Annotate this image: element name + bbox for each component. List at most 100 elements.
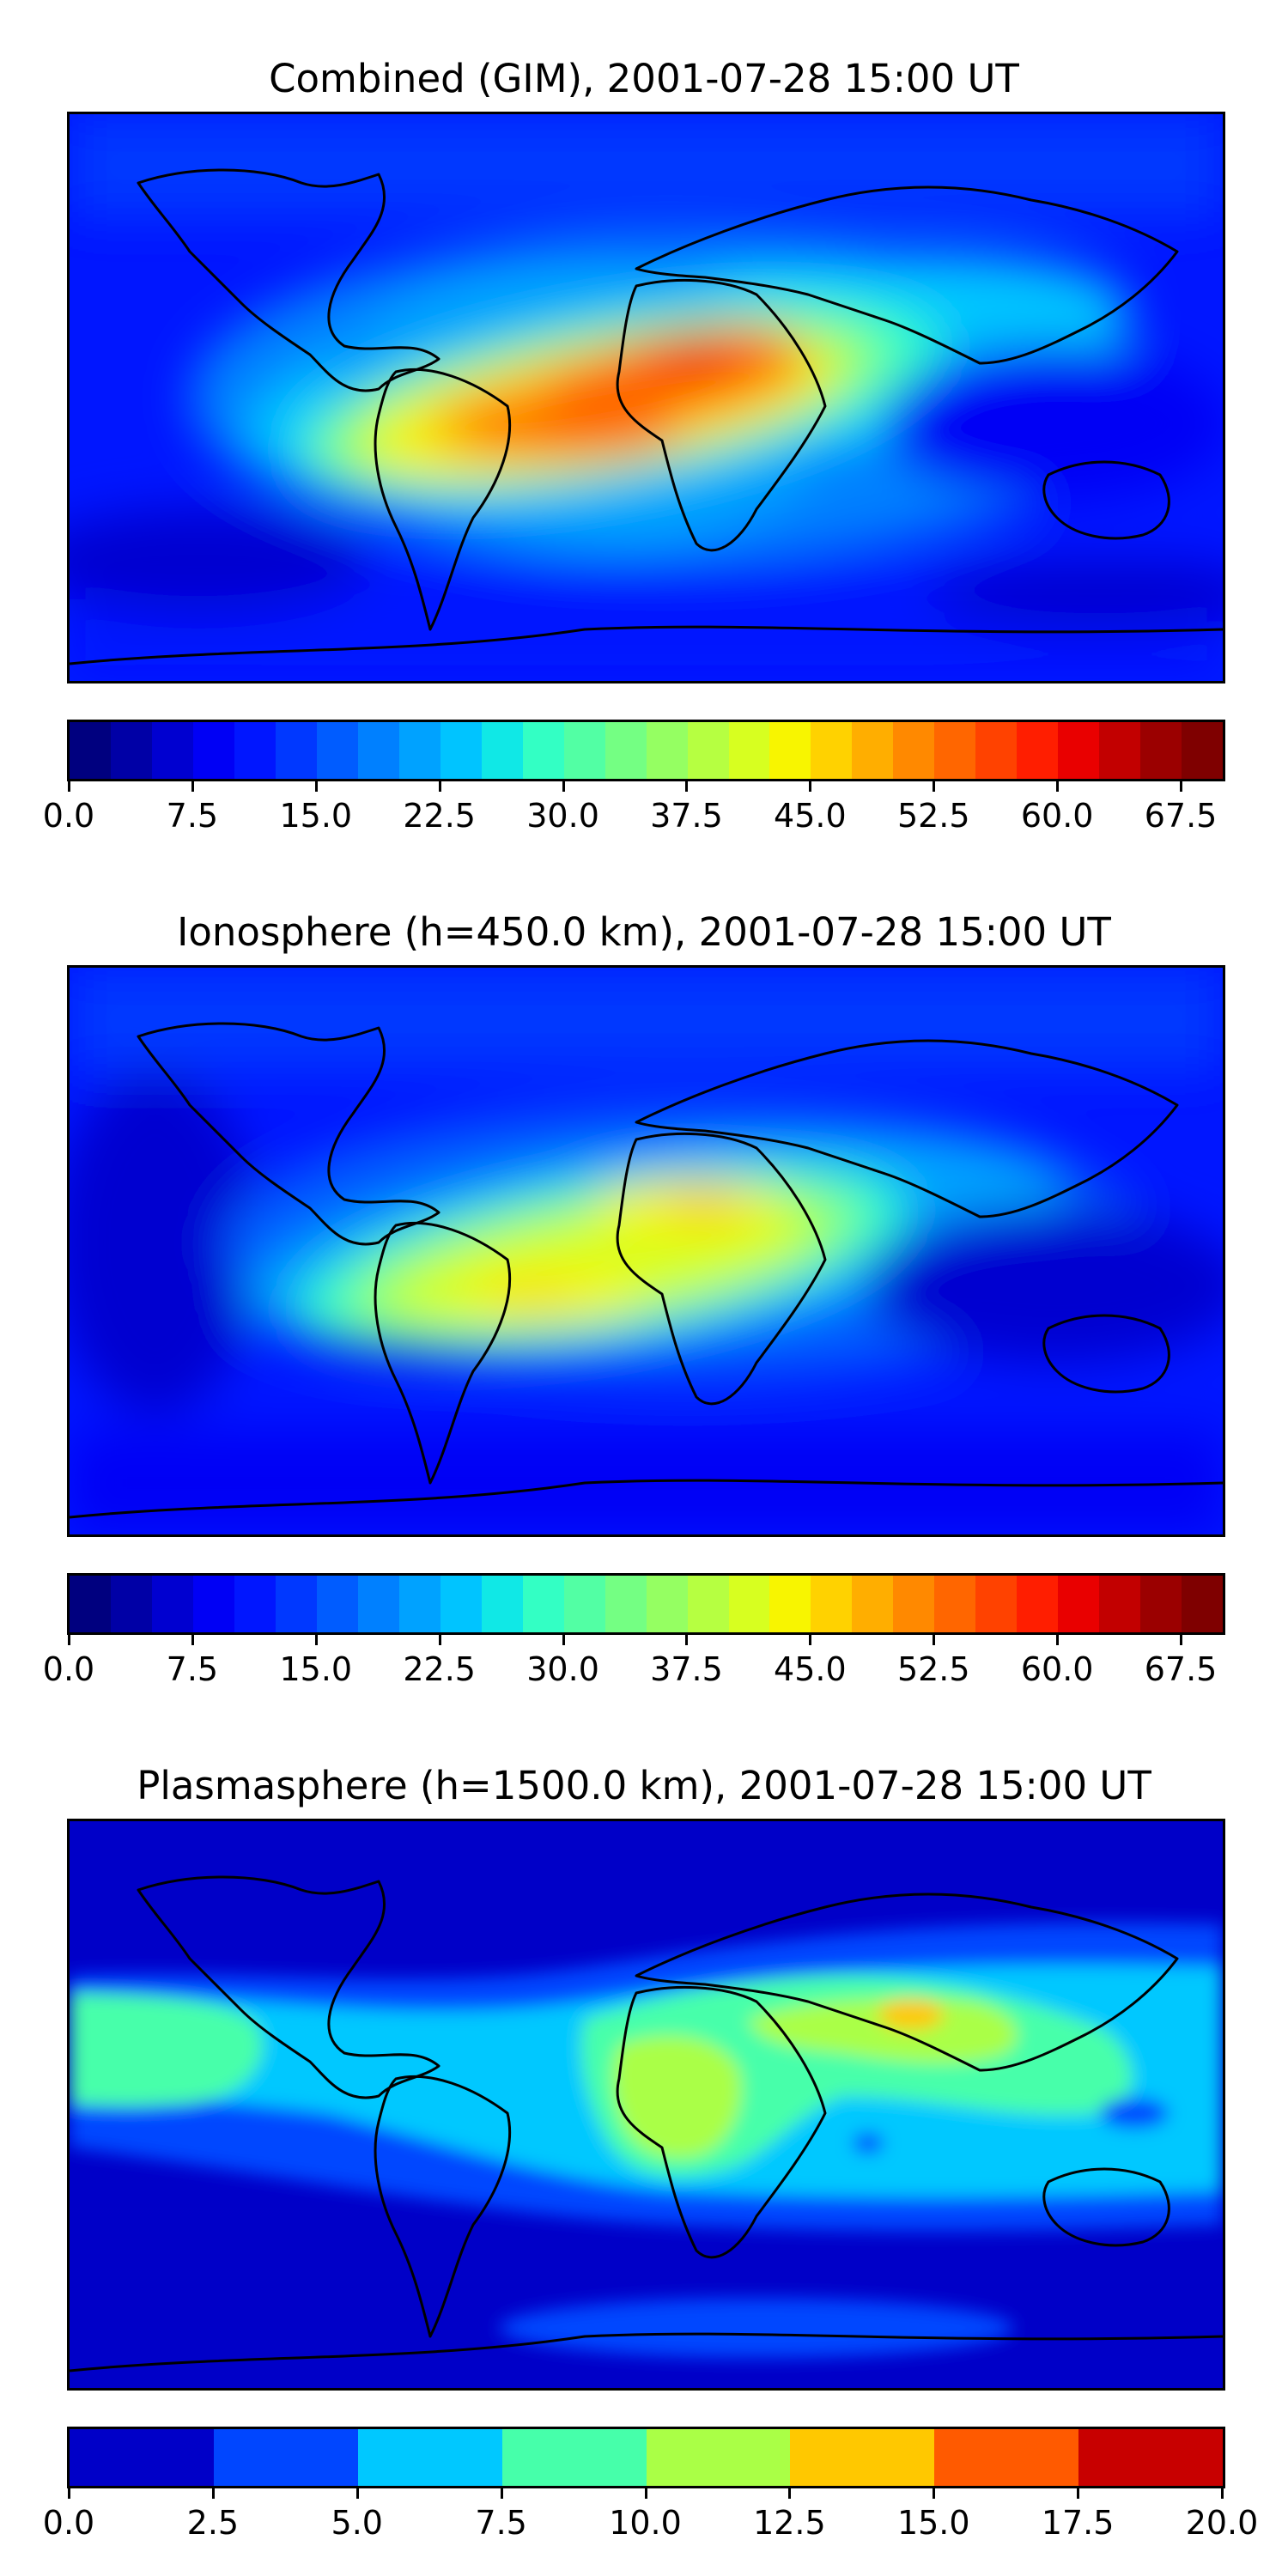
map-ionosphere bbox=[67, 965, 1225, 1537]
colorbar-segment bbox=[522, 722, 564, 779]
colorbar-segment bbox=[70, 722, 111, 779]
colorbar-segment bbox=[852, 1576, 894, 1632]
colorbar-segment bbox=[192, 722, 234, 779]
colorbar-segment bbox=[975, 1576, 1018, 1632]
colorbar-segment bbox=[646, 1576, 688, 1632]
colorbar-tick-label: 5.0 bbox=[331, 2504, 383, 2542]
colorbar-tick-mark bbox=[933, 1635, 936, 1645]
colorbar-ticks-plasmasphere: 0.0 2.5 5.0 7.5 10.0 12.5 15.0 17.5 20.0 bbox=[43, 2488, 1258, 2542]
colorbar-tick-mark bbox=[1221, 2488, 1224, 2499]
colorbar-tick-mark bbox=[933, 781, 936, 792]
colorbar-tick-mark bbox=[211, 2488, 215, 2499]
colorbar-tick-label: 17.5 bbox=[1041, 2504, 1115, 2542]
colorbar-ionosphere bbox=[67, 1573, 1225, 1635]
colorbar-segment bbox=[1182, 722, 1223, 779]
colorbar-segment bbox=[646, 2429, 791, 2486]
colorbar-segment bbox=[110, 722, 152, 779]
colorbar-tick-label: 15.0 bbox=[279, 797, 353, 835]
tec-field-contours bbox=[70, 114, 1223, 681]
colorbar-segment bbox=[852, 722, 894, 779]
coastlines bbox=[70, 1875, 1223, 2372]
colorbar-segment bbox=[501, 2429, 647, 2486]
colorbar-segment bbox=[234, 1576, 276, 1632]
colorbar-tick-mark bbox=[355, 2488, 359, 2499]
colorbar-segment bbox=[563, 1576, 605, 1632]
colorbar-segment bbox=[1058, 722, 1100, 779]
colorbar-segment bbox=[687, 1576, 729, 1632]
colorbar-segment bbox=[70, 1576, 111, 1632]
colorbar-tick-label: 15.0 bbox=[896, 2504, 970, 2542]
colorbar-segment bbox=[893, 1576, 935, 1632]
colorbar-tick-label: 30.0 bbox=[526, 797, 599, 835]
colorbar-combined bbox=[67, 720, 1225, 781]
colorbar-tick-label: 15.0 bbox=[279, 1650, 353, 1688]
colorbar-tick-mark bbox=[1056, 1635, 1060, 1645]
colorbar-segment bbox=[398, 722, 440, 779]
colorbar-tick-mark bbox=[933, 2488, 936, 2499]
colorbar-segment bbox=[728, 722, 770, 779]
colorbar-tick-mark bbox=[438, 781, 441, 792]
panel-title-plasmasphere: Plasmasphere (h=1500.0 km), 2001-07-28 1… bbox=[137, 1763, 1151, 1808]
tec-field-contours bbox=[70, 968, 1223, 1534]
colorbar-segment bbox=[934, 722, 976, 779]
colorbar-tick-mark bbox=[1180, 781, 1183, 792]
colorbar-tick-mark bbox=[191, 1635, 194, 1645]
colorbar-segment bbox=[811, 722, 853, 779]
colorbar-tick-mark bbox=[438, 1635, 441, 1645]
colorbar-tick-label: 10.0 bbox=[609, 2504, 682, 2542]
colorbar-segment bbox=[1017, 1576, 1059, 1632]
colorbar-tick-mark bbox=[809, 1635, 812, 1645]
colorbar-tick-mark bbox=[1056, 781, 1060, 792]
colorbar-segment bbox=[687, 722, 729, 779]
colorbar-tick-label: 20.0 bbox=[1185, 2504, 1259, 2542]
colorbar-segment bbox=[234, 722, 276, 779]
panel-title-combined: Combined (GIM), 2001-07-28 15:00 UT bbox=[269, 56, 1019, 101]
colorbar-segment bbox=[316, 1576, 358, 1632]
coastlines bbox=[70, 168, 1223, 665]
colorbar-segment bbox=[605, 722, 647, 779]
colorbar-segment bbox=[151, 722, 193, 779]
colorbar-segment bbox=[481, 1576, 523, 1632]
colorbar-segment bbox=[605, 1576, 647, 1632]
colorbar-tick-label: 0.0 bbox=[42, 2504, 95, 2542]
colorbar-segment bbox=[275, 722, 317, 779]
coastlines bbox=[70, 1022, 1223, 1519]
colorbar-tick-label: 37.5 bbox=[650, 1650, 723, 1688]
colorbar-segment bbox=[1140, 1576, 1182, 1632]
colorbar-segment bbox=[728, 1576, 770, 1632]
colorbar-segment bbox=[398, 1576, 440, 1632]
colorbar-segment bbox=[357, 722, 399, 779]
colorbar-segment bbox=[192, 1576, 234, 1632]
colorbar-plasmasphere bbox=[67, 2427, 1225, 2488]
colorbar-segment bbox=[790, 2429, 935, 2486]
colorbar-segment bbox=[1078, 2429, 1223, 2486]
colorbar-tick-mark bbox=[1077, 2488, 1080, 2499]
colorbar-segment bbox=[275, 1576, 317, 1632]
colorbar-tick-label: 30.0 bbox=[526, 1650, 599, 1688]
colorbar-segment bbox=[934, 1576, 976, 1632]
colorbar-segment bbox=[316, 722, 358, 779]
colorbar-tick-label: 52.5 bbox=[896, 797, 970, 835]
colorbar-tick-mark bbox=[191, 781, 194, 792]
colorbar-tick-label: 45.0 bbox=[774, 797, 847, 835]
colorbar-segment bbox=[1058, 1576, 1100, 1632]
colorbar-tick-label: 22.5 bbox=[403, 1650, 476, 1688]
colorbar-tick-label: 52.5 bbox=[896, 1650, 970, 1688]
colorbar-segment bbox=[522, 1576, 564, 1632]
colorbar-tick-label: 60.0 bbox=[1020, 797, 1094, 835]
colorbar-tick-label: 37.5 bbox=[650, 797, 723, 835]
colorbar-segment bbox=[481, 722, 523, 779]
colorbar-tick-label: 45.0 bbox=[774, 1650, 847, 1688]
colorbar-tick-label: 12.5 bbox=[753, 2504, 826, 2542]
colorbar-segment bbox=[70, 2429, 214, 2486]
colorbar-tick-mark bbox=[788, 2488, 792, 2499]
colorbar-tick-mark bbox=[68, 1635, 70, 1645]
colorbar-tick-label: 67.5 bbox=[1144, 797, 1218, 835]
panel-title-ionosphere: Ionosphere (h=450.0 km), 2001-07-28 15:0… bbox=[177, 909, 1111, 955]
colorbar-segment bbox=[1099, 722, 1141, 779]
colorbar-segment bbox=[811, 1576, 853, 1632]
colorbar-segment bbox=[110, 1576, 152, 1632]
colorbar-tick-label: 2.5 bbox=[186, 2504, 240, 2542]
colorbar-segment bbox=[440, 722, 482, 779]
colorbar-tick-mark bbox=[500, 2488, 503, 2499]
